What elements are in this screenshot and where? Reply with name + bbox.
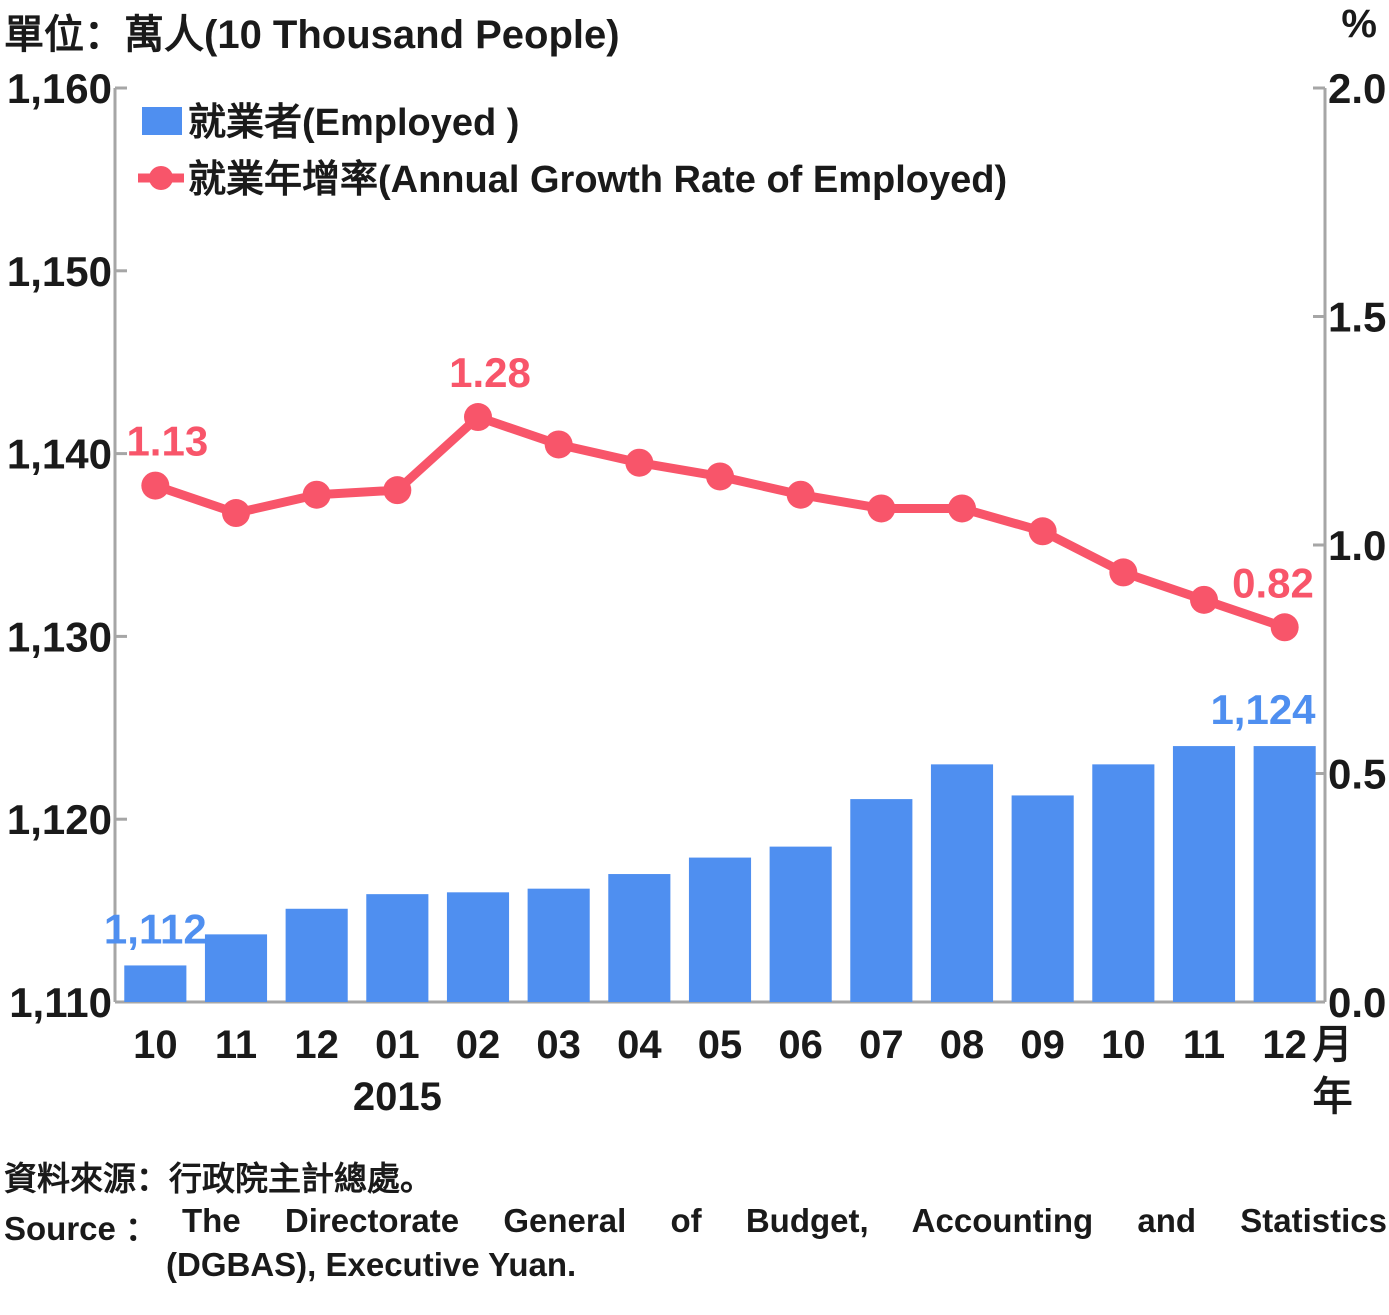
bar bbox=[204, 934, 268, 1002]
bar-data-label: 1,112 bbox=[104, 905, 207, 952]
bar bbox=[688, 857, 752, 1002]
bar bbox=[850, 799, 913, 1002]
growth-point bbox=[706, 462, 734, 491]
right-tick-label: 1.0 bbox=[1328, 522, 1386, 569]
x-tick-label: 07 bbox=[859, 1023, 904, 1067]
axes: 1,110 1,120 1,130 1,140 1,150 1,160 0.0 0.5 1.0 1… bbox=[7, 65, 1387, 1119]
bar bbox=[1172, 746, 1236, 1002]
growth-point bbox=[1028, 517, 1057, 546]
bar bbox=[124, 965, 187, 1002]
right-tick-label: 2.0 bbox=[1328, 65, 1386, 112]
bar bbox=[608, 874, 671, 1002]
source-en-text2: (DGBAS), Executive Yuan. bbox=[166, 1246, 577, 1283]
data-labels: 1,112 1,124 1.13 1.28 0.82 bbox=[104, 349, 1316, 952]
growth-point bbox=[141, 471, 170, 500]
legend-bar-label: 就業者(Employed ) bbox=[188, 102, 519, 144]
right-tick-label: 0.0 bbox=[1328, 979, 1386, 1026]
growth-point bbox=[786, 480, 815, 509]
legend: 就業者(Employed ) 就業年增率(Annual Growth Rate o… bbox=[138, 102, 1007, 201]
growth-point bbox=[1109, 558, 1138, 587]
growth-point bbox=[1190, 585, 1218, 614]
x-unit-month: 月 bbox=[1313, 1023, 1353, 1067]
x-tick-label: 10 bbox=[133, 1023, 178, 1067]
x-tick-label: 09 bbox=[1020, 1023, 1065, 1067]
growth-point bbox=[867, 494, 896, 523]
growth-point bbox=[948, 494, 976, 523]
legend-bar-swatch bbox=[142, 107, 182, 135]
source-en-text: The Directorate General of Budget, Accou… bbox=[182, 1202, 1387, 1239]
line-series bbox=[141, 403, 1299, 642]
x-tick-label: 08 bbox=[940, 1023, 985, 1067]
source-en-label: Source ： bbox=[4, 1210, 159, 1247]
left-axis-unit: 單位：萬人(10 Thousand People) bbox=[4, 13, 620, 57]
x-unit-year: 年 bbox=[1313, 1075, 1353, 1119]
line-data-label: 1.13 bbox=[126, 418, 208, 465]
source-en: Source ： The Directorate General of Budg… bbox=[4, 1202, 1387, 1250]
bar bbox=[1092, 764, 1155, 1002]
growth-point bbox=[1270, 613, 1299, 642]
x-tick-label: 03 bbox=[536, 1023, 581, 1067]
bar bbox=[1253, 746, 1316, 1002]
bar bbox=[930, 764, 994, 1002]
employment-chart: 1,110 1,120 1,130 1,140 1,150 1,160 0.0 0.5 1.0 1… bbox=[7, 65, 1387, 1119]
right-axis-unit: % bbox=[1341, 2, 1377, 46]
growth-point bbox=[222, 499, 250, 528]
growth-point bbox=[383, 476, 412, 505]
x-tick-label: 12 bbox=[294, 1023, 339, 1067]
bar bbox=[366, 894, 429, 1002]
left-tick-label: 1,110 bbox=[9, 979, 112, 1026]
left-tick-label: 1,120 bbox=[7, 796, 112, 843]
line-data-label: 0.82 bbox=[1232, 559, 1314, 606]
right-tick-label: 0.5 bbox=[1328, 751, 1386, 798]
line-data-label: 1.28 bbox=[449, 349, 531, 396]
x-tick-label: 01 bbox=[375, 1023, 420, 1067]
left-tick-label: 1,160 bbox=[7, 65, 112, 112]
x-tick-label: 05 bbox=[698, 1023, 743, 1067]
growth-point bbox=[625, 448, 654, 477]
left-tick-label: 1,140 bbox=[7, 431, 112, 478]
growth-line bbox=[153, 412, 1287, 632]
x-tick-label: 11 bbox=[1183, 1023, 1225, 1067]
x-tick-label: 04 bbox=[617, 1023, 662, 1067]
right-tick-label: 1.5 bbox=[1328, 294, 1386, 341]
x-tick-label: 06 bbox=[778, 1023, 823, 1067]
left-tick-label: 1,130 bbox=[7, 613, 112, 660]
growth-point bbox=[302, 480, 331, 509]
left-tick-label: 1,150 bbox=[7, 248, 112, 295]
bar bbox=[1011, 795, 1074, 1002]
bar-data-label: 1,124 bbox=[1210, 686, 1316, 733]
x-tick-label: 12 bbox=[1262, 1023, 1307, 1067]
bar bbox=[446, 892, 510, 1002]
legend-line-marker bbox=[149, 166, 173, 190]
growth-point bbox=[544, 430, 573, 459]
bar-series bbox=[124, 746, 1316, 1002]
legend-line-label: 就業年增率(Annual Growth Rate of Employed) bbox=[188, 159, 1007, 201]
bar bbox=[769, 846, 832, 1002]
x-tick-label: 02 bbox=[456, 1023, 501, 1067]
growth-point bbox=[464, 403, 492, 432]
x-tick-label: 10 bbox=[1101, 1023, 1146, 1067]
x-year-label: 2015 bbox=[353, 1075, 442, 1119]
bar bbox=[527, 888, 590, 1002]
x-tick-label: 11 bbox=[215, 1023, 257, 1067]
source-zh: 資料來源：行政院主計總處。 bbox=[4, 1160, 433, 1197]
bar bbox=[285, 908, 348, 1002]
